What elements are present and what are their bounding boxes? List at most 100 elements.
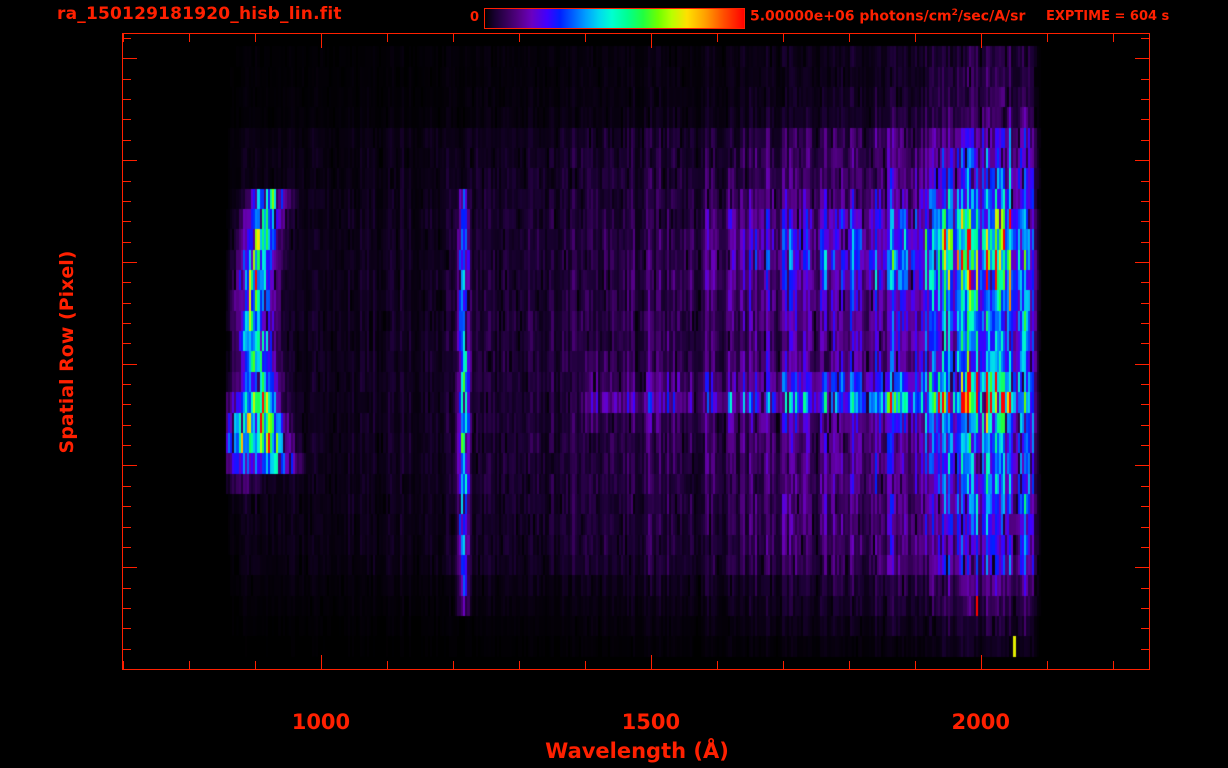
y-tick-right [1141,424,1149,426]
x-tick [1112,661,1114,669]
x-tick [452,661,454,669]
y-tick-right [1141,607,1149,609]
x-tick-label: 1000 [291,710,351,734]
y-tick [123,424,131,426]
x-tick-top [123,34,124,42]
y-tick-right [1141,221,1149,223]
y-tick [123,628,131,630]
y-tick [123,567,137,569]
colorbar-units-post: /sec/A/sr [957,8,1026,25]
exptime-label: EXPTIME = 604 s [1046,9,1170,24]
x-tick-label: 2000 [951,710,1010,734]
x-tick [188,661,190,669]
x-tick [320,655,322,669]
y-tick-right [1141,506,1149,508]
x-tick-top [518,34,520,42]
y-tick [123,384,131,386]
y-tick-right [1141,445,1149,447]
y-tick [123,139,131,141]
y-tick [123,546,131,548]
x-tick-top [452,34,454,42]
y-tick [123,99,131,101]
x-tick-label: 1500 [621,710,681,734]
y-tick [123,669,137,670]
x-tick-top [584,34,586,42]
colorbar-min-label: 0 [470,10,480,25]
x-tick [386,661,388,669]
x-tick-top [1046,34,1048,42]
x-tick [584,661,586,669]
y-tick-right [1141,200,1149,202]
y-tick-right [1141,119,1149,121]
x-tick-top [386,34,388,42]
y-tick-right [1135,160,1149,162]
x-tick [254,661,256,669]
colorbar-units-exponent: 2 [951,8,958,18]
spectrogram-heatmap [123,34,1149,669]
colorbar [484,8,745,29]
y-tick [123,323,131,324]
y-tick-right [1141,241,1149,243]
y-tick [123,607,131,609]
x-tick [848,661,850,669]
x-tick-top [1112,34,1114,42]
y-tick-right [1141,282,1149,284]
y-tick-right [1141,38,1149,40]
y-tick [123,526,131,528]
y-tick-right [1141,78,1149,80]
y-tick-right [1141,546,1149,548]
y-tick-right [1141,384,1149,386]
y-tick-right [1141,323,1149,324]
y-tick-right [1141,404,1149,406]
y-tick [123,648,131,650]
colorbar-max-value: 5.00000e+06 [750,8,855,25]
x-axis-title: Wavelength (Å) [545,739,729,763]
y-axis-title: Spatial Row (Pixel) [56,250,78,454]
x-tick-top [254,34,256,42]
y-tick [123,180,131,182]
y-tick-right [1135,261,1149,263]
y-tick [123,363,137,365]
x-tick-top [716,34,718,42]
y-tick-right [1135,465,1149,467]
x-tick [914,661,916,669]
y-tick [123,119,131,121]
x-tick-top [848,34,850,42]
x-tick [650,655,652,669]
page-title: ra_150129181920_hisb_lin.fit [57,4,342,24]
y-tick-right [1141,628,1149,630]
x-tick [716,661,718,669]
x-tick-top [320,34,322,48]
y-tick [123,465,137,467]
y-tick-right [1135,669,1149,670]
y-tick [123,445,131,447]
y-tick [123,506,131,508]
y-tick [123,261,137,263]
x-tick-top [650,34,652,48]
y-tick [123,200,131,202]
x-tick-top [188,34,190,42]
x-tick [1046,661,1048,669]
y-tick-right [1135,58,1149,60]
y-tick [123,343,131,345]
colorbar-units-pre: photons/cm [854,8,952,25]
y-tick [123,485,131,487]
x-tick [518,661,520,669]
x-tick [782,661,784,669]
colorbar-max-label: 5.00000e+06 photons/cm2/sec/A/sr [750,8,1025,25]
x-tick-top [980,34,982,48]
y-tick [123,587,131,589]
y-tick [123,241,131,243]
y-tick-right [1141,180,1149,182]
y-tick [123,282,131,284]
y-tick [123,58,137,60]
y-tick [123,221,131,223]
x-tick [980,655,982,669]
y-tick-right [1141,343,1149,345]
y-tick-right [1141,587,1149,589]
y-tick-right [1141,302,1149,304]
x-tick [123,661,124,669]
y-tick [123,78,131,80]
y-tick-right [1141,99,1149,101]
